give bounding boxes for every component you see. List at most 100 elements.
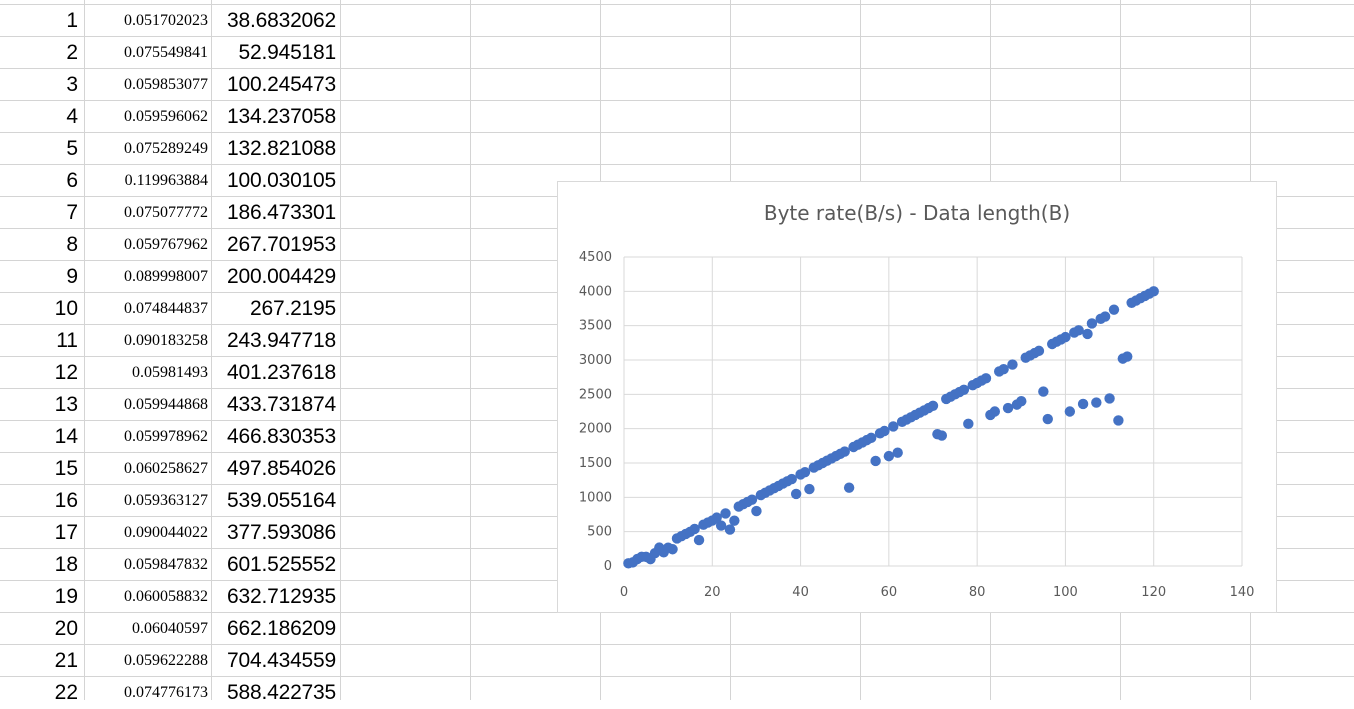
row-number-cell[interactable]: 20 [54,617,78,640]
time-cell[interactable]: 0.075549841 [124,44,208,61]
row-number-cell[interactable]: 17 [54,521,78,544]
table-row[interactable]: 18 0.059847832 601.525552 [0,549,372,581]
row-number-cell[interactable]: 10 [54,297,78,320]
row-number-cell[interactable]: 14 [54,425,78,448]
data-point [927,400,939,412]
row-number-cell[interactable]: 18 [54,553,78,576]
x-tick-label: 60 [881,585,898,600]
byte-rate-cell[interactable]: 200.004429 [227,265,336,288]
row-number-cell[interactable]: 11 [56,329,78,352]
table-row[interactable]: 3 0.059853077 100.245473 [0,69,372,101]
row-number-cell[interactable]: 3 [66,73,78,96]
table-row[interactable]: 15 0.060258627 497.854026 [0,453,372,485]
chart-plot-area: 0 500 1000 1500 2000 2500 3000 3500 4000 4500 0 20 4… [579,250,1255,600]
y-tick-label: 2500 [579,387,612,402]
byte-rate-cell[interactable]: 704.434559 [227,649,336,672]
byte-rate-cell[interactable]: 134.237058 [227,105,336,128]
data-point [715,520,727,531]
row-number-cell[interactable]: 15 [54,457,78,480]
table-row[interactable]: 17 0.090044022 377.593086 [0,517,372,549]
row-number-cell[interactable]: 22 [54,681,78,704]
byte-rate-cell[interactable]: 267.701953 [227,233,336,256]
row-number-cell[interactable]: 5 [66,137,78,160]
time-cell[interactable]: 0.05981493 [132,364,208,381]
table-row[interactable]: 10 0.074844837 267.2195 [0,293,372,325]
byte-rate-cell[interactable]: 401.237618 [227,361,336,384]
y-tick-label: 4500 [579,250,612,265]
row-number-cell[interactable]: 6 [66,169,78,192]
row-number-cell[interactable]: 21 [54,649,78,672]
row-number-cell[interactable]: 4 [66,105,78,128]
column-divider [211,0,212,700]
table-row[interactable]: 2 0.075549841 52.945181 [0,37,372,69]
data-point [1060,331,1071,343]
byte-rate-cell[interactable]: 100.245473 [227,73,336,96]
time-cell[interactable]: 0.059596062 [124,108,208,125]
byte-rate-cell[interactable]: 267.2195 [250,297,336,320]
time-cell[interactable]: 0.059363127 [124,492,208,509]
byte-rate-cell[interactable]: 433.731874 [227,393,336,416]
table-row[interactable]: 12 0.05981493 401.237618 [0,357,372,389]
table-row[interactable]: 20 0.06040597 662.186209 [0,613,372,645]
time-cell[interactable]: 0.090044022 [124,524,208,541]
time-cell[interactable]: 0.074844837 [124,300,208,317]
table-row[interactable]: 19 0.060058832 632.712935 [0,581,372,613]
table-row[interactable]: 13 0.059944868 433.731874 [0,389,372,421]
time-cell[interactable]: 0.060058832 [124,588,208,605]
time-cell[interactable]: 0.090183258 [124,332,208,349]
time-cell[interactable]: 0.059853077 [124,76,208,93]
time-cell[interactable]: 0.051702023 [124,12,208,29]
table-row[interactable]: 22 0.074776173 588.422735 [0,677,372,709]
byte-rate-cell[interactable]: 466.830353 [227,425,336,448]
table-row[interactable]: 5 0.075289249 132.821088 [0,133,372,165]
data-point [1104,393,1115,404]
byte-rate-cell[interactable]: 186.473301 [227,201,336,224]
table-row[interactable]: 7 0.075077772 186.473301 [0,197,372,229]
byte-rate-cell[interactable]: 662.186209 [227,617,336,640]
data-point [1038,386,1049,397]
byte-rate-cell[interactable]: 632.712935 [227,585,336,608]
time-cell[interactable]: 0.06040597 [132,620,208,637]
row-number-cell[interactable]: 13 [54,393,78,416]
time-cell[interactable]: 0.075289249 [124,140,208,157]
table-row[interactable]: 6 0.119963884 100.030105 [0,165,372,197]
scatter-chart[interactable]: Byte rate(B/s) - Data length(B) 0 500 1000… [557,181,1277,613]
table-row[interactable]: 14 0.059978962 466.830353 [0,421,372,453]
table-row[interactable]: 1 0.051702023 38.6832062 [0,5,372,37]
byte-rate-cell[interactable]: 132.821088 [227,137,336,160]
time-cell[interactable]: 0.089998007 [124,268,208,285]
time-cell[interactable]: 0.060258627 [124,460,208,477]
byte-rate-cell[interactable]: 38.6832062 [227,9,336,32]
byte-rate-cell[interactable]: 601.525552 [227,553,336,576]
row-number-cell[interactable]: 1 [66,9,78,32]
byte-rate-cell[interactable]: 497.854026 [227,457,336,480]
time-cell[interactable]: 0.059978962 [124,428,208,445]
table-row[interactable]: 9 0.089998007 200.004429 [0,261,372,293]
byte-rate-cell[interactable]: 52.945181 [238,41,337,64]
time-cell[interactable]: 0.059767962 [124,236,208,253]
table-row[interactable]: 8 0.059767962 267.701953 [0,229,372,261]
row-number-cell[interactable]: 12 [54,361,78,384]
data-point [689,523,700,535]
byte-rate-cell[interactable]: 588.422735 [227,681,336,704]
time-cell[interactable]: 0.075077772 [124,204,208,221]
byte-rate-cell[interactable]: 377.593086 [227,521,336,544]
time-cell[interactable]: 0.074776173 [124,684,208,701]
row-number-cell[interactable]: 9 [66,265,78,288]
byte-rate-cell[interactable]: 243.947718 [227,329,336,352]
row-number-cell[interactable]: 16 [54,489,78,512]
time-cell[interactable]: 0.059847832 [124,556,208,573]
time-cell[interactable]: 0.119963884 [124,172,208,189]
time-cell[interactable]: 0.059944868 [124,396,208,413]
byte-rate-cell[interactable]: 539.055164 [227,489,336,512]
row-number-cell[interactable]: 7 [66,201,78,224]
table-row[interactable]: 16 0.059363127 539.055164 [0,485,372,517]
table-row[interactable]: 21 0.059622288 704.434559 [0,645,372,677]
table-row[interactable]: 11 0.090183258 243.947718 [0,325,372,357]
row-number-cell[interactable]: 2 [66,41,78,64]
table-row[interactable]: 4 0.059596062 134.237058 [0,101,372,133]
row-number-cell[interactable]: 8 [66,233,78,256]
byte-rate-cell[interactable]: 100.030105 [227,169,336,192]
row-number-cell[interactable]: 19 [54,585,78,608]
time-cell[interactable]: 0.059622288 [124,652,208,669]
